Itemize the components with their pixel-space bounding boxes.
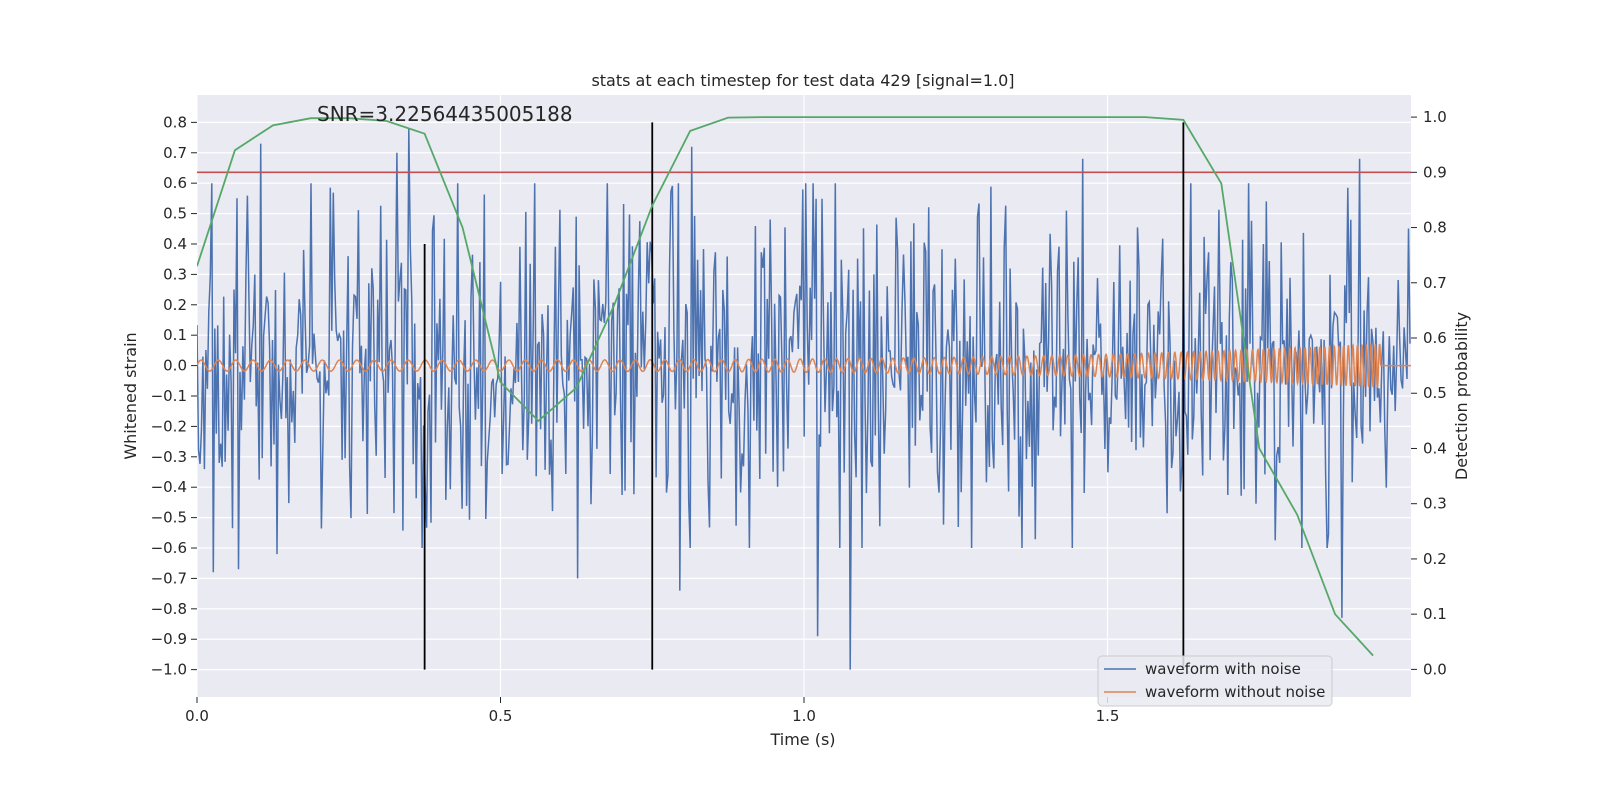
- y-left-tick-label: 0.5: [163, 205, 187, 223]
- y-left-tick-label: −0.8: [151, 600, 187, 618]
- y-right-tick-label: 0.7: [1423, 274, 1447, 292]
- chart-title: stats at each timestep for test data 429…: [591, 71, 1014, 90]
- y-left-tick-label: −0.4: [151, 478, 187, 496]
- y-left-tick-label: 0.2: [163, 296, 187, 314]
- y-left-tick-label: −0.2: [151, 417, 187, 435]
- y-left-tick-label: −0.7: [151, 569, 187, 587]
- series-layer: [197, 116, 1411, 670]
- y-left-tick-label: −0.9: [151, 630, 187, 648]
- y-left-tick-label: 0.6: [163, 174, 187, 192]
- y-left-tick-label: 0.0: [163, 357, 187, 375]
- y-axis-label-right: Detection probability: [1452, 312, 1471, 480]
- y-right-tick-label: 0.1: [1423, 605, 1447, 623]
- axis-layer: 0.8 0.7 0.6 0.5 0.4 0.3 0.2 0.1 0.0 −0.1 −0.2 −0.3 −…: [151, 108, 1447, 725]
- legend-box: [1097, 655, 1333, 707]
- y-left-tick-label: −0.5: [151, 509, 187, 527]
- waveform-without-noise-line: [197, 342, 1411, 389]
- detection-probability-line: [197, 116, 1374, 657]
- y-right-tick-label: 0.6: [1423, 329, 1447, 347]
- y-left-tick-label: 0.1: [163, 326, 187, 344]
- y-right-tick-label: 0.3: [1423, 495, 1447, 513]
- y-right-tick-label: 0.8: [1423, 219, 1447, 237]
- y-left-tick-label: −0.1: [151, 387, 187, 405]
- y-right-tick-label: 1.0: [1423, 108, 1447, 126]
- x-tick-label: 1.0: [792, 707, 816, 725]
- x-axis-label: Time (s): [769, 730, 835, 749]
- x-tick-label: 1.5: [1096, 707, 1120, 725]
- y-left-tick-label: −1.0: [151, 661, 187, 679]
- waveform-with-noise-line: [197, 128, 1411, 670]
- x-tick-label: 0.0: [185, 707, 209, 725]
- x-tick-label: 0.5: [489, 707, 513, 725]
- y-axis-label-left: Whitened strain: [121, 332, 140, 459]
- y-left-tick-label: 0.4: [163, 235, 187, 253]
- y-right-tick-label: 0.4: [1423, 439, 1447, 457]
- y-right-tick-label: 0.0: [1423, 660, 1447, 678]
- legend-label-with-noise: waveform with noise: [1145, 660, 1301, 678]
- y-left-tick-label: 0.3: [163, 265, 187, 283]
- y-right-tick-label: 0.2: [1423, 550, 1447, 568]
- y-right-tick-label: 0.5: [1423, 384, 1447, 402]
- y-left-tick-label: 0.7: [163, 144, 187, 162]
- y-left-tick-label: −0.6: [151, 539, 187, 557]
- y-left-tick-label: 0.8: [163, 113, 187, 131]
- legend: waveform with noise waveform without noi…: [1097, 655, 1333, 707]
- y-right-tick-label: 0.9: [1423, 163, 1447, 181]
- snr-annotation: SNR=3.22564435005188: [317, 102, 573, 126]
- legend-label-without-noise: waveform without noise: [1145, 683, 1325, 701]
- y-left-tick-label: −0.3: [151, 448, 187, 466]
